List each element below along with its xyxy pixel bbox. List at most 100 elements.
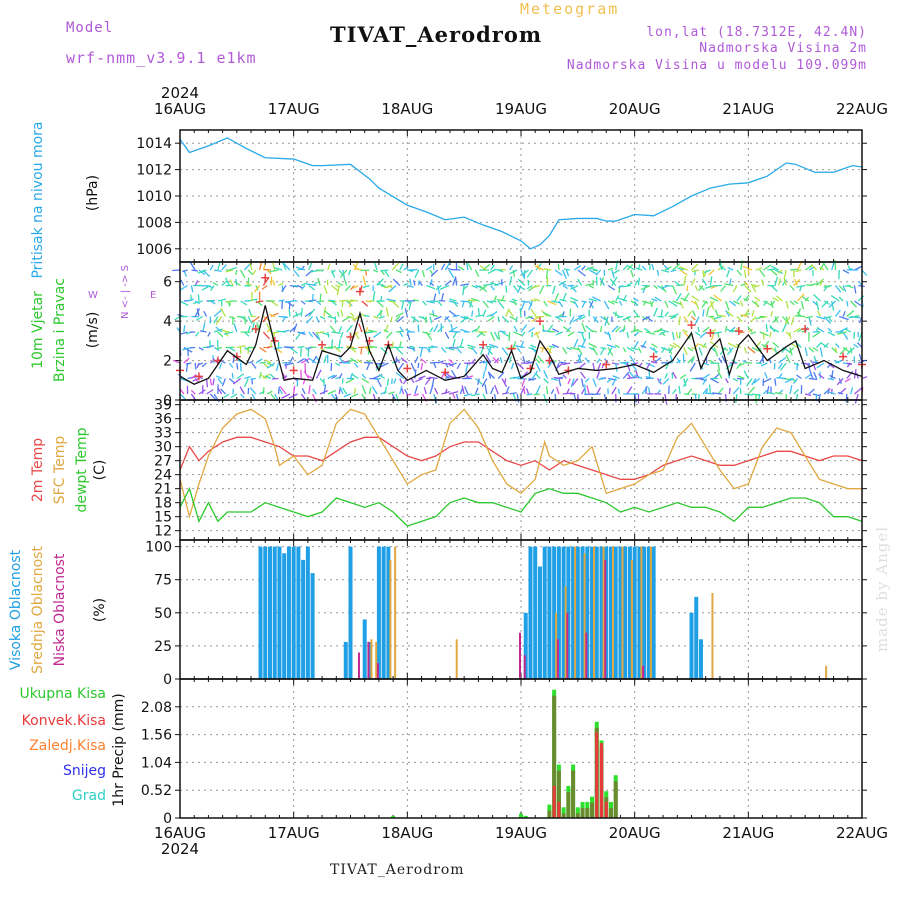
wind-arrow <box>253 285 261 293</box>
precip-total-bar-inner <box>566 791 571 818</box>
wind-arrow <box>755 315 764 320</box>
wind-arrow <box>854 387 863 395</box>
wind-arrow <box>274 267 283 271</box>
wind-arrow <box>401 388 405 395</box>
y-tick-label: 0 <box>163 393 172 409</box>
wind-arrow <box>182 269 188 273</box>
wind-arrow <box>747 346 756 354</box>
wind-arrow <box>793 278 799 286</box>
wind-arrow <box>300 307 303 317</box>
wind-arrow <box>365 326 369 333</box>
wind-arrow <box>525 360 533 364</box>
wind-arrow <box>776 377 787 380</box>
wind-arrow <box>452 393 456 399</box>
wind-arrow <box>657 284 665 291</box>
wind-arrow <box>312 388 317 395</box>
wind-arrow <box>796 308 802 317</box>
wind-arrow <box>687 346 693 352</box>
wind-arrow <box>573 265 582 271</box>
wind-arrow <box>551 377 558 382</box>
wind-arrow <box>577 354 583 364</box>
wind-arrow <box>520 324 528 333</box>
wind-arrow <box>464 362 471 365</box>
wind-arrow <box>761 315 768 319</box>
wind-label-1: 10m Vjetar <box>30 291 46 369</box>
wind-arrow <box>673 342 681 349</box>
wind-arrow <box>656 269 660 276</box>
wind-arrow <box>360 285 363 292</box>
wind-arrow <box>615 295 620 302</box>
wind-arrow <box>433 315 442 321</box>
cloud-bar <box>523 655 526 679</box>
cloud-bar <box>519 632 521 679</box>
wind-arrow <box>223 393 230 398</box>
wind-arrow <box>629 355 636 364</box>
wind-arrow <box>718 357 723 364</box>
top-date-label: 22AUG <box>836 100 888 118</box>
wind-arrow <box>261 284 268 290</box>
y-tick-label: 0 <box>163 811 172 827</box>
wind-arrow <box>592 296 601 302</box>
cloud-bar <box>594 546 599 679</box>
wind-arrow <box>331 331 341 334</box>
wind-arrow <box>572 315 582 323</box>
precip-total-bar-inner <box>552 695 557 818</box>
wind-arrow <box>231 372 234 379</box>
wind-arrow <box>629 371 636 379</box>
wind-arrow <box>490 331 496 342</box>
wind-arrow <box>414 356 419 364</box>
wind-arrow <box>340 309 344 317</box>
cloud-bar <box>585 546 590 679</box>
top-date-labels: 16AUG 17AUG 18AUG 19AUG 20AUG 21AUG 22AUG <box>154 100 888 118</box>
wind-arrow <box>732 377 738 382</box>
wind-arrow <box>533 331 541 336</box>
wind-arrow <box>251 322 255 333</box>
wind-unit: (m/s) <box>85 312 101 349</box>
wind-arrow <box>412 316 416 324</box>
wind-arrow <box>808 347 815 353</box>
wind-arrow <box>781 347 787 354</box>
wind-arrow <box>619 361 630 364</box>
wind-arrow <box>528 377 537 382</box>
wind-arrow <box>598 377 605 381</box>
wind-arrow <box>461 385 465 395</box>
wind-arrow <box>622 371 630 379</box>
wind-arrow <box>816 315 826 320</box>
wind-arrow <box>626 331 630 339</box>
wind-arrow <box>581 331 585 341</box>
wind-arrow <box>743 269 747 278</box>
wind-arrow <box>521 331 526 337</box>
wind-arrow <box>615 326 621 333</box>
cloud-bar <box>640 546 643 679</box>
wind-arrow <box>724 300 730 311</box>
sfc-temp-line <box>179 408 862 520</box>
wind-arrow <box>179 393 186 400</box>
precip-total-bar-inner <box>585 807 590 818</box>
wind-arrow <box>425 316 427 323</box>
wind-arrow <box>293 385 296 395</box>
wind-arrow <box>834 360 840 364</box>
wind-arrow <box>239 362 242 372</box>
wind-arrow <box>391 393 397 401</box>
wind-arrow <box>225 269 234 273</box>
wind-arrow <box>541 347 545 353</box>
wind-arrow <box>498 330 506 333</box>
wind-arrow <box>383 329 389 333</box>
wind-arrow <box>262 331 270 340</box>
cloud-bar <box>613 546 618 679</box>
y-tick-label: 6 <box>163 275 172 291</box>
wind-arrow <box>361 373 367 379</box>
cloud-bar <box>825 665 828 679</box>
wind-arrow <box>526 393 533 396</box>
wind-arrow <box>617 388 621 395</box>
wind-arrow <box>315 369 322 379</box>
wind-arrow <box>592 362 596 371</box>
wind-arrow <box>236 344 246 349</box>
cloud-bar <box>608 546 613 679</box>
wind-arrow <box>319 315 326 320</box>
wind-arrow <box>672 371 677 379</box>
wind-arrow <box>581 322 587 333</box>
wind-arrow <box>513 325 518 333</box>
wind-arrow <box>770 311 773 317</box>
precip-label-1: Ukupna Kisa <box>19 686 106 702</box>
